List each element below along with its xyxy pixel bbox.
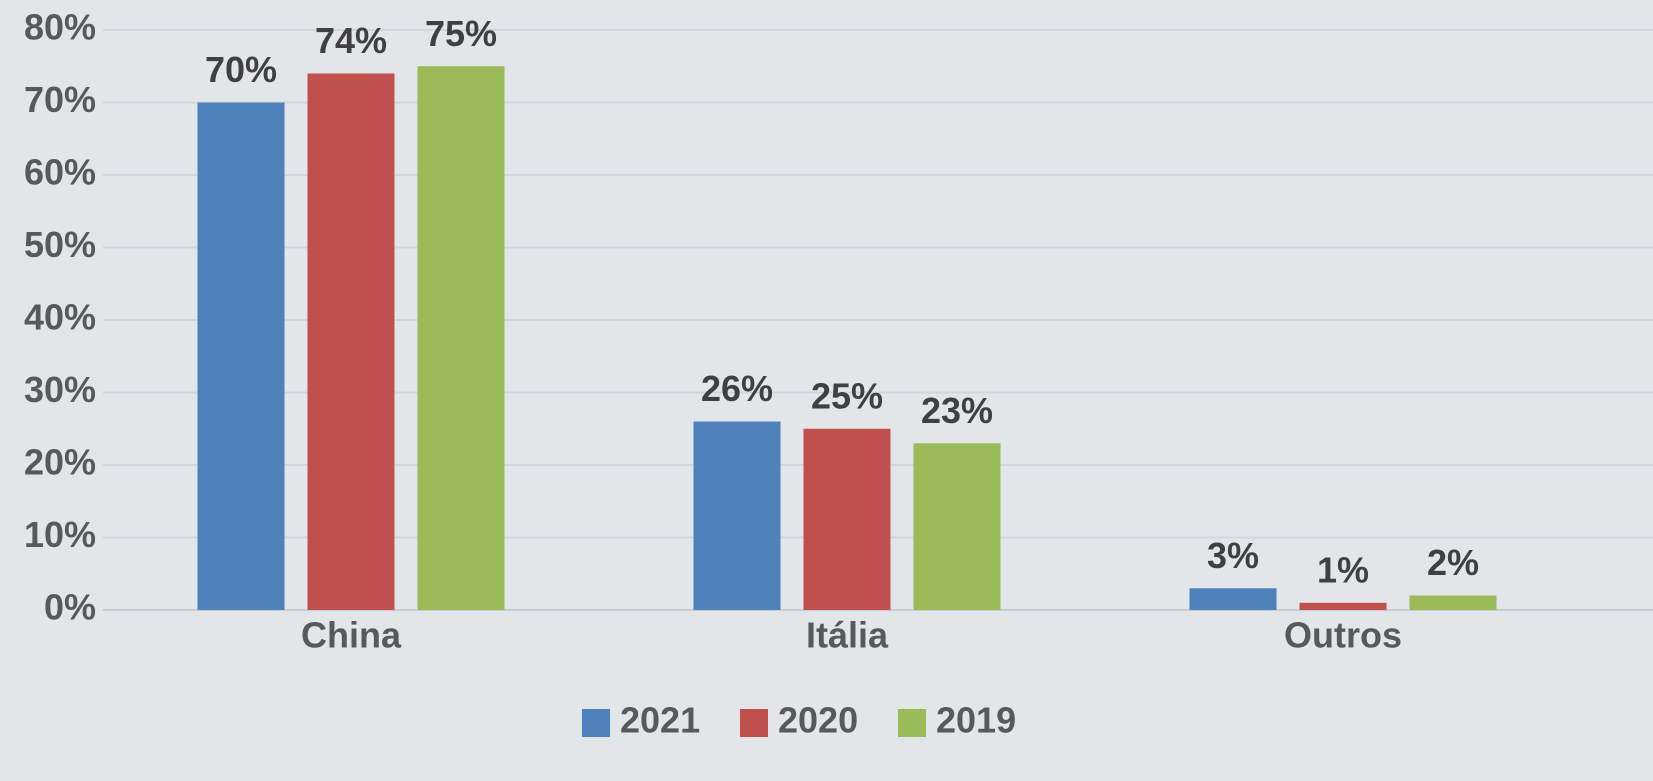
- bar: [307, 73, 395, 610]
- data-label: 23%: [921, 390, 993, 431]
- bar: [1189, 588, 1277, 610]
- data-label: 25%: [811, 375, 883, 416]
- legend-label: 2020: [778, 700, 858, 741]
- data-label: 75%: [425, 13, 497, 54]
- x-tick-label: Outros: [1284, 615, 1402, 656]
- bar: [693, 421, 781, 610]
- data-label: 2%: [1427, 542, 1479, 583]
- bar: [197, 102, 285, 610]
- data-label: 1%: [1317, 549, 1369, 590]
- data-label: 26%: [701, 368, 773, 409]
- y-tick-label: 20%: [24, 442, 96, 483]
- y-tick-label: 40%: [24, 297, 96, 338]
- bar: [803, 428, 891, 610]
- y-tick-label: 60%: [24, 152, 96, 193]
- legend-label: 2021: [620, 700, 700, 741]
- y-tick-label: 0%: [44, 587, 96, 628]
- data-label: 74%: [315, 20, 387, 61]
- y-tick-label: 10%: [24, 514, 96, 555]
- legend-swatch: [582, 709, 610, 737]
- legend-swatch: [740, 709, 768, 737]
- legend-swatch: [898, 709, 926, 737]
- data-label: 70%: [205, 49, 277, 90]
- bar: [1409, 595, 1497, 610]
- legend-label: 2019: [936, 700, 1016, 741]
- bar: [913, 443, 1001, 610]
- y-tick-label: 80%: [24, 7, 96, 48]
- bar: [1299, 602, 1387, 610]
- y-tick-label: 30%: [24, 369, 96, 410]
- bar: [417, 66, 505, 610]
- x-tick-label: Itália: [806, 615, 889, 656]
- y-tick-label: 70%: [24, 79, 96, 120]
- y-tick-label: 50%: [24, 224, 96, 265]
- data-label: 3%: [1207, 535, 1259, 576]
- x-tick-label: China: [301, 615, 402, 656]
